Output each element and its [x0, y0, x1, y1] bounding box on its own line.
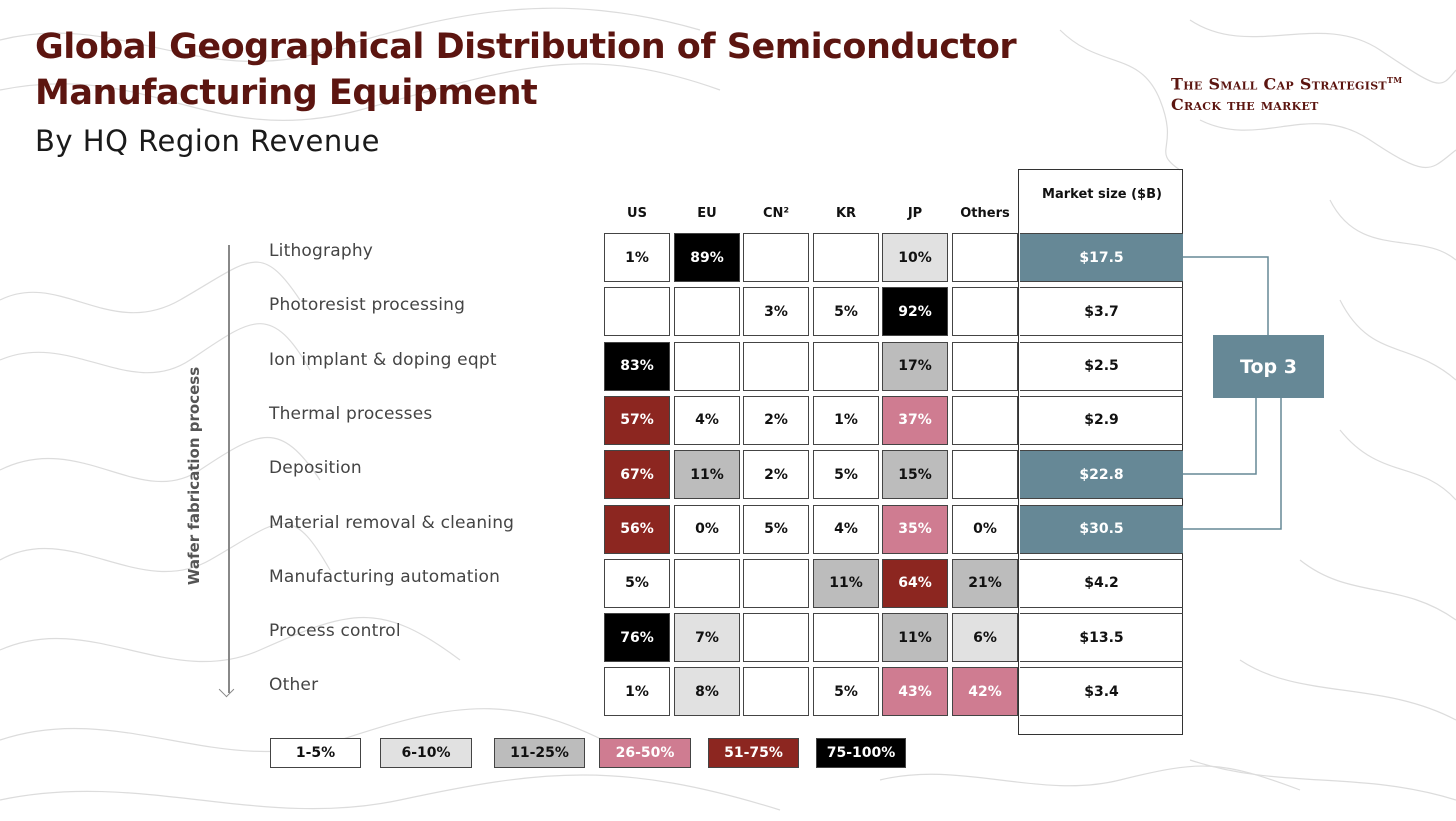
heatmap-cell: 7%	[674, 613, 740, 663]
market-size-cell: $30.5	[1020, 504, 1183, 554]
heatmap-cell: 4%	[674, 395, 740, 445]
heatmap-cell: 37%	[882, 395, 948, 445]
heatmap-cell: 2%	[743, 450, 809, 500]
heatmap-cell: 15%	[882, 450, 948, 500]
chart-title: Global Geographical Distribution of Semi…	[35, 27, 1017, 113]
heatmap-cell: 1%	[604, 667, 670, 717]
heatmap-cell	[743, 558, 809, 608]
column-header-2: CN²	[762, 206, 790, 221]
column-header-5: Others	[960, 206, 1010, 221]
column-header-0: US	[627, 206, 647, 221]
heatmap-cell	[952, 450, 1018, 500]
heatmap-cell: 5%	[743, 504, 809, 554]
heatmap-cell: 57%	[604, 395, 670, 445]
market-size-cell: $17.5	[1020, 233, 1183, 282]
brand-line1: The Small Cap Strategist	[1171, 74, 1387, 94]
heatmap-cell	[674, 287, 740, 337]
market-size-cell: $2.5	[1020, 341, 1183, 391]
heatmap-cell: 4%	[813, 504, 879, 554]
heatmap-cell: 21%	[952, 558, 1018, 608]
heatmap-cell	[743, 233, 809, 282]
market-size-cell: $3.4	[1020, 667, 1183, 717]
market-size-cell: $22.8	[1020, 450, 1183, 500]
brand-line2: Crack the market	[1171, 95, 1319, 115]
heatmap-cell	[604, 287, 670, 337]
heatmap-cell: 0%	[674, 504, 740, 554]
row-label: Deposition	[269, 458, 362, 479]
row-label: Lithography	[269, 241, 374, 261]
row-label: Thermal processes	[269, 403, 433, 424]
heatmap-cell: 5%	[813, 287, 879, 337]
market-size-cell: $13.5	[1020, 613, 1183, 663]
heatmap-cell: 92%	[882, 287, 948, 337]
column-header-3: KR	[835, 206, 857, 221]
heatmap-cell: 6%	[952, 613, 1018, 663]
heatmap-cell: 5%	[604, 558, 670, 608]
axis-label: Wafer fabrication process	[185, 366, 203, 586]
heatmap-cell	[674, 341, 740, 391]
heatmap-cell: 11%	[674, 450, 740, 500]
heatmap-cell	[952, 395, 1018, 445]
top3-badge: Top 3	[1213, 335, 1324, 398]
heatmap-cell	[743, 341, 809, 391]
brand-tm: TM	[1386, 75, 1403, 85]
legend-item: 11-25%	[494, 738, 585, 768]
brand-logo: The Small Cap StrategistTM Crack the mar…	[1171, 70, 1402, 115]
heatmap-cell: 35%	[882, 504, 948, 554]
legend-item: 26-50%	[599, 738, 691, 768]
heatmap-cell: 17%	[882, 341, 948, 391]
heatmap-cell	[952, 287, 1018, 337]
legend-item: 6-10%	[380, 738, 472, 768]
heatmap-cell	[674, 558, 740, 608]
heatmap-cell	[743, 613, 809, 663]
heatmap-cell	[813, 233, 879, 282]
heatmap-cell: 1%	[604, 233, 670, 282]
heatmap-cell: 0%	[952, 504, 1018, 554]
row-label: Ion implant & doping eqpt	[269, 349, 497, 370]
column-header-4: JP	[907, 206, 923, 221]
market-size-cell: $2.9	[1020, 395, 1183, 445]
row-label: Manufacturing automation	[269, 566, 501, 587]
heatmap-cell: 10%	[882, 233, 948, 282]
heatmap-cell	[952, 233, 1018, 282]
heatmap-cell: 11%	[813, 558, 879, 608]
market-size-header: Market size ($B)	[1042, 187, 1162, 202]
heatmap-cell: 43%	[882, 667, 948, 717]
heatmap-cell: 5%	[813, 450, 879, 500]
row-label: Process control	[269, 621, 401, 642]
column-header-1: EU	[697, 206, 717, 221]
market-size-cell: $3.7	[1020, 287, 1183, 337]
heatmap-cell: 11%	[882, 613, 948, 663]
heatmap-cell: 83%	[604, 341, 670, 391]
heatmap-cell	[813, 341, 879, 391]
market-size-cell: $4.2	[1020, 558, 1183, 608]
heatmap-cell: 64%	[882, 558, 948, 608]
row-label: Other	[269, 675, 319, 696]
chart-subtitle: By HQ Region Revenue	[35, 124, 380, 158]
heatmap-cell: 3%	[743, 287, 809, 337]
heatmap-cell: 42%	[952, 667, 1018, 717]
heatmap-cell: 67%	[604, 450, 670, 500]
legend-item: 51-75%	[708, 738, 799, 768]
heatmap-cell: 2%	[743, 395, 809, 445]
heatmap-cell: 56%	[604, 504, 670, 554]
heatmap-cell	[743, 667, 809, 717]
legend-item: 1-5%	[270, 738, 361, 768]
heatmap-cell: 1%	[813, 395, 879, 445]
row-label: Material removal & cleaning	[269, 512, 515, 533]
heatmap-cell: 89%	[674, 233, 740, 282]
heatmap-cell	[813, 613, 879, 663]
heatmap-cell: 5%	[813, 667, 879, 717]
legend-item: 75-100%	[816, 738, 906, 768]
axis-line	[228, 245, 230, 693]
row-label: Photoresist processing	[269, 295, 466, 316]
heatmap-cell: 76%	[604, 613, 670, 663]
heatmap-cell	[952, 341, 1018, 391]
heatmap-cell: 8%	[674, 667, 740, 717]
